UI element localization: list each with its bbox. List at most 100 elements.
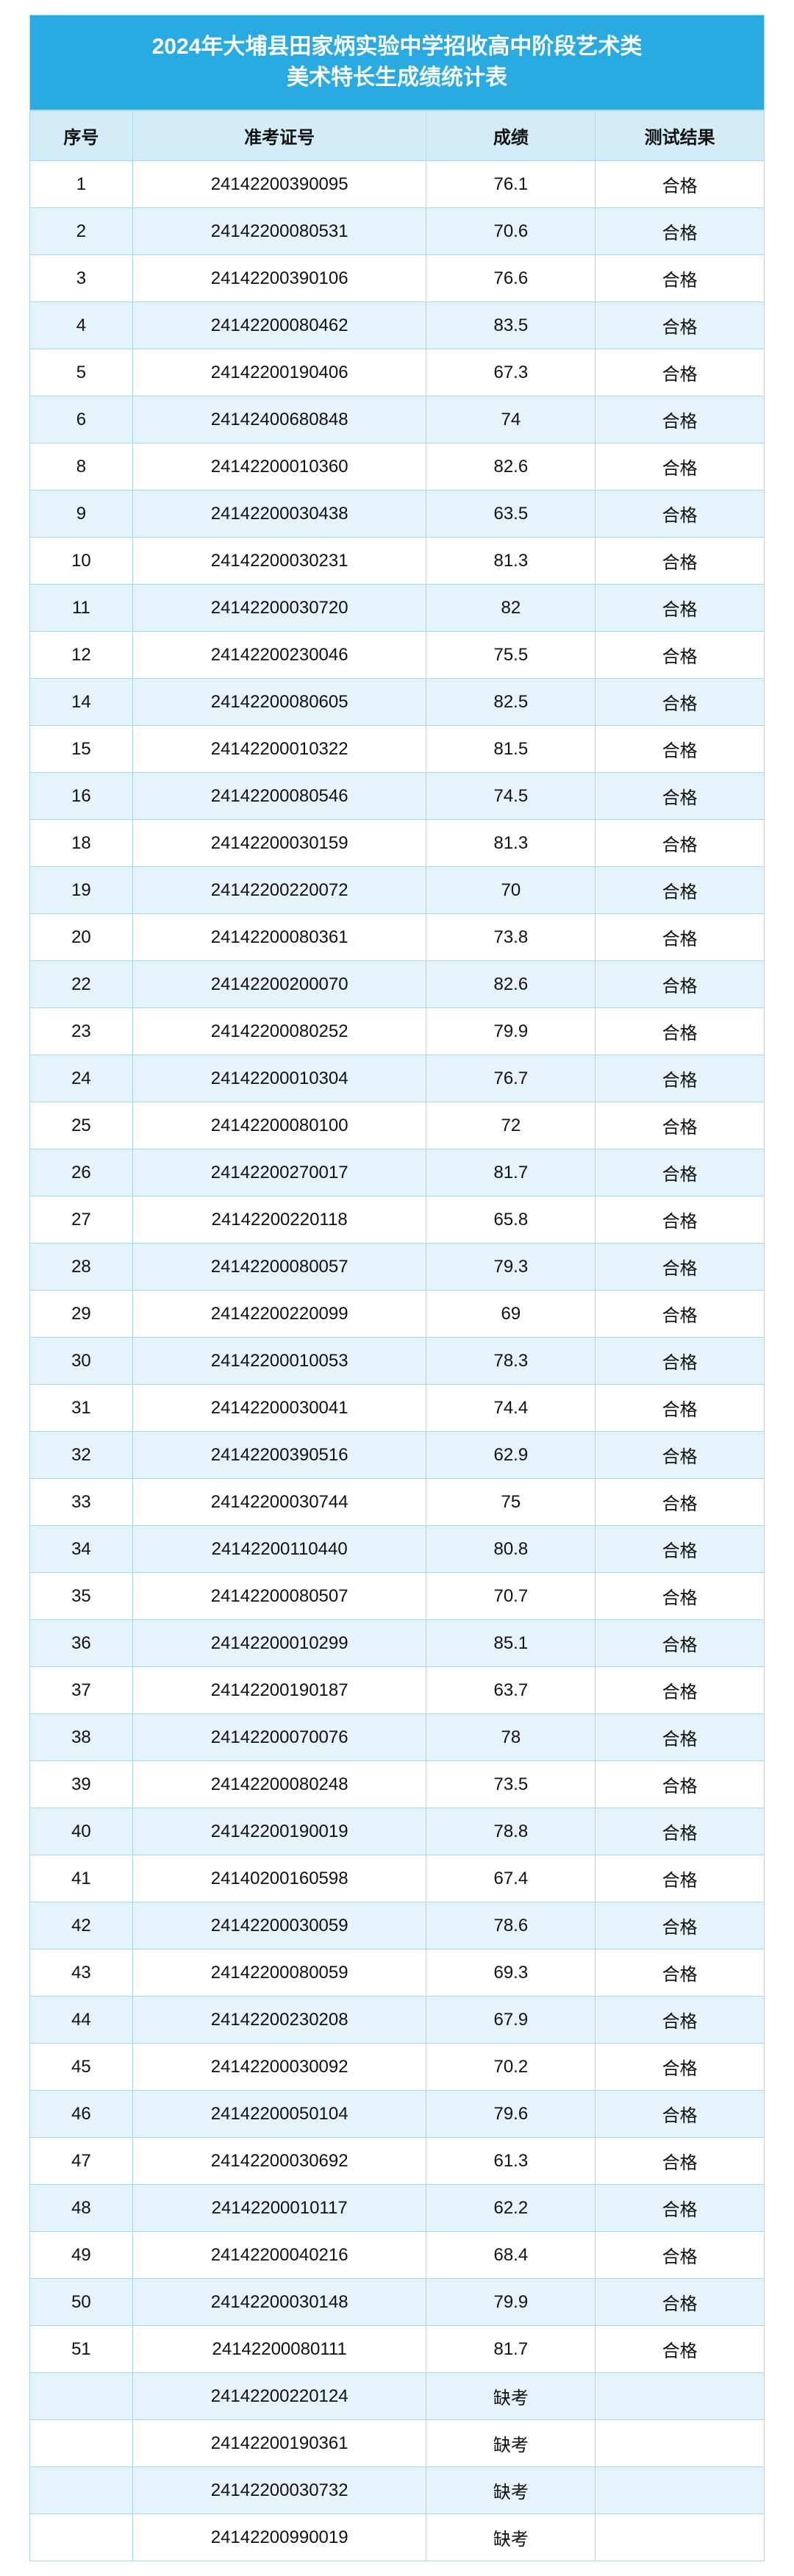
cell-index [30,2514,133,2561]
cell-result: 合格 [596,302,765,349]
cell-score: 78.8 [426,1808,596,1855]
cell-score: 76.1 [426,161,596,208]
table-row: 502414220003014879.9合格 [30,2279,765,2326]
cell-index: 19 [30,867,133,914]
cell-score: 76.6 [426,255,596,302]
cell-score: 82.5 [426,679,596,726]
cell-score: 78 [426,1714,596,1761]
cell-result: 合格 [596,1149,765,1196]
cell-examid: 24142200030692 [132,2138,426,2185]
cell-examid: 24142200070076 [132,1714,426,1761]
cell-result: 合格 [596,1385,765,1432]
table-row: 392414220008024873.5合格 [30,1761,765,1808]
cell-result: 合格 [596,2185,765,2232]
page-container: 2024年大埔县田家炳实验中学招收高中阶段艺术类 美术特长生成绩统计表 序号 准… [0,15,794,2561]
cell-index: 38 [30,1714,133,1761]
cell-score: 63.7 [426,1667,596,1714]
table-row: 82414220001036082.6合格 [30,443,765,490]
cell-examid: 24142200030159 [132,820,426,867]
cell-examid: 24142200390095 [132,161,426,208]
cell-score: 74 [426,396,596,443]
cell-score: 81.5 [426,726,596,773]
cell-index: 36 [30,1620,133,1667]
table-row: 24142200220124缺考 [30,2373,765,2420]
table-row: 24142200990019缺考 [30,2514,765,2561]
cell-result: 合格 [596,585,765,632]
cell-score: 69.3 [426,1949,596,1997]
cell-examid: 24142200080057 [132,1244,426,1291]
cell-examid: 24142200110440 [132,1526,426,1573]
cell-result [596,2467,765,2514]
table-row: 222414220020007082.6合格 [30,961,765,1008]
cell-examid: 24142200010304 [132,1055,426,1102]
cell-examid: 24140200160598 [132,1855,426,1902]
table-row: 162414220008054674.5合格 [30,773,765,820]
cell-score: 63.5 [426,490,596,538]
cell-result: 合格 [596,538,765,585]
cell-index [30,2373,133,2420]
cell-examid: 24142200080546 [132,773,426,820]
table-row: 482414220001011762.2合格 [30,2185,765,2232]
cell-examid: 24142200220099 [132,1291,426,1338]
cell-result: 合格 [596,2091,765,2138]
cell-examid: 24142200030438 [132,490,426,538]
cell-examid: 24142200190019 [132,1808,426,1855]
table-row: 142414220008060582.5合格 [30,679,765,726]
cell-index: 46 [30,2091,133,2138]
cell-score: 67.3 [426,349,596,396]
cell-result: 合格 [596,255,765,302]
cell-examid: 24142200010053 [132,1338,426,1385]
cell-examid: 24142200030092 [132,2044,426,2091]
table-row: 452414220003009270.2合格 [30,2044,765,2091]
cell-examid: 24142200030041 [132,1385,426,1432]
table-row: 512414220008011181.7合格 [30,2326,765,2373]
cell-examid: 24142200080111 [132,2326,426,2373]
table-head: 序号 准考证号 成绩 测试结果 [30,111,765,161]
cell-examid: 24142200200070 [132,961,426,1008]
cell-examid: 24142200080361 [132,914,426,961]
cell-examid: 24142200230046 [132,632,426,679]
table-row: 42414220008046283.5合格 [30,302,765,349]
table-row: 462414220005010479.6合格 [30,2091,765,2138]
cell-result: 合格 [596,1102,765,1149]
table-row: 472414220003069261.3合格 [30,2138,765,2185]
table-row: 92414220003043863.5合格 [30,490,765,538]
cell-index: 43 [30,1949,133,1997]
table-row: 302414220001005378.3合格 [30,1338,765,1385]
table-row: 422414220003005978.6合格 [30,1902,765,1949]
table-row: 342414220011044080.8合格 [30,1526,765,1573]
cell-examid: 24142200080059 [132,1949,426,1997]
cell-score: 82.6 [426,443,596,490]
cell-result: 合格 [596,1997,765,2044]
cell-result: 合格 [596,1667,765,1714]
cell-examid: 24142200080605 [132,679,426,726]
cell-index: 15 [30,726,133,773]
cell-result: 合格 [596,1949,765,1997]
cell-examid: 24142200390516 [132,1432,426,1479]
cell-score: 79.3 [426,1244,596,1291]
cell-index: 29 [30,1291,133,1338]
cell-score: 75.5 [426,632,596,679]
cell-score: 72 [426,1102,596,1149]
table-row: 492414220004021668.4合格 [30,2232,765,2279]
cell-index: 47 [30,2138,133,2185]
col-header-examid: 准考证号 [132,111,426,161]
table-row: 432414220008005969.3合格 [30,1949,765,1997]
cell-examid: 24142200010117 [132,2185,426,2232]
cell-index: 32 [30,1432,133,1479]
table-row: 372414220019018763.7合格 [30,1667,765,1714]
cell-score: 70.2 [426,2044,596,2091]
cell-index: 20 [30,914,133,961]
cell-index: 24 [30,1055,133,1102]
cell-score: 81.7 [426,1149,596,1196]
cell-index: 40 [30,1808,133,1855]
cell-result: 合格 [596,1432,765,1479]
cell-score: 80.8 [426,1526,596,1573]
cell-score: 缺考 [426,2514,596,2561]
cell-result: 合格 [596,1526,765,1573]
cell-examid: 24142200040216 [132,2232,426,2279]
table-row: 332414220003074475合格 [30,1479,765,1526]
cell-result: 合格 [596,161,765,208]
cell-examid: 24142200080462 [132,302,426,349]
cell-result: 合格 [596,1902,765,1949]
